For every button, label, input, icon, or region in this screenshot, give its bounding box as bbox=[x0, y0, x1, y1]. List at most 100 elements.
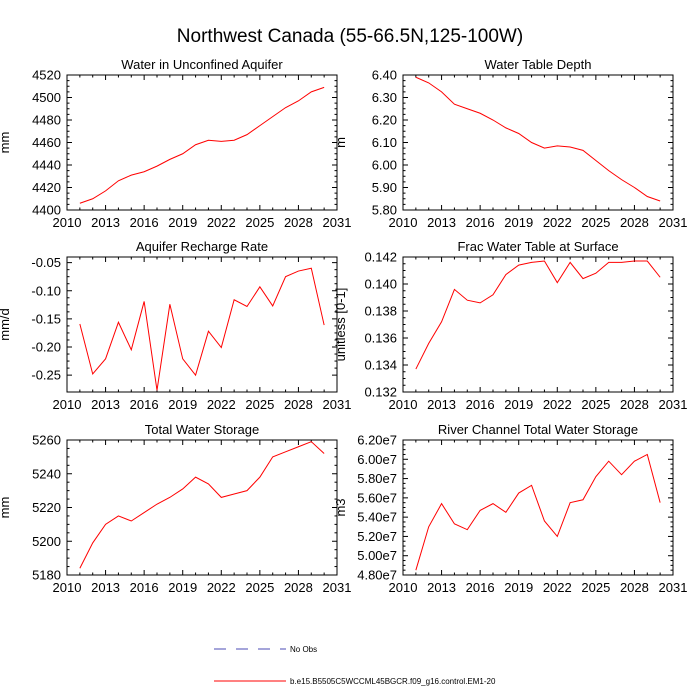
x-tick-label: 2013 bbox=[427, 397, 456, 412]
x-tick-label: 2019 bbox=[504, 397, 533, 412]
y-tick-label: 5240 bbox=[32, 466, 61, 481]
x-tick-label: 2031 bbox=[323, 580, 352, 595]
x-tick-label: 2025 bbox=[245, 580, 274, 595]
y-tick-label: 6.10 bbox=[372, 135, 397, 150]
x-tick-label: 2016 bbox=[130, 215, 159, 230]
x-tick-label: 2013 bbox=[91, 215, 120, 230]
y-tick-label: 6.20e7 bbox=[357, 433, 397, 448]
chart-panel-6: River Channel Total Water Storage m3 2010 2… bbox=[333, 422, 687, 595]
x-tick-label: 2013 bbox=[427, 215, 456, 230]
plot-frame bbox=[402, 74, 674, 211]
y-axis-label: m bbox=[333, 137, 348, 148]
series-line-1 bbox=[415, 76, 661, 202]
x-tick-label: 2016 bbox=[466, 215, 495, 230]
y-tick-label: 4520 bbox=[32, 68, 61, 83]
series-line-1 bbox=[415, 260, 661, 370]
y-tick-label: 5.40e7 bbox=[357, 510, 397, 525]
x-tick-label: 2025 bbox=[245, 215, 274, 230]
plot-frame bbox=[402, 256, 674, 393]
x-tick-label: 2022 bbox=[543, 580, 572, 595]
x-tick-label: 2019 bbox=[168, 580, 197, 595]
x-tick-label: 2028 bbox=[284, 215, 313, 230]
chart-title: River Channel Total Water Storage bbox=[438, 422, 638, 437]
x-tick-label: 2010 bbox=[53, 580, 82, 595]
y-tick-label: 6.40 bbox=[372, 68, 397, 83]
y-tick-label: 4460 bbox=[32, 135, 61, 150]
x-tick-label: 2013 bbox=[427, 580, 456, 595]
y-axis-label: m3 bbox=[333, 498, 348, 516]
x-tick-label: 2028 bbox=[620, 397, 649, 412]
x-tick-label: 2010 bbox=[389, 580, 418, 595]
chart-panel-5: Total Water Storage mm 2010 2013 2016 2019 202… bbox=[0, 422, 351, 595]
y-tick-label: 5.60e7 bbox=[357, 490, 397, 505]
chart-title: Water Table Depth bbox=[485, 57, 592, 72]
series-line-1 bbox=[79, 267, 325, 391]
chart-panel-3: Aquifer Recharge Rate mm/d 2010 2013 2016 201… bbox=[0, 239, 351, 412]
y-tick-label: 6.00 bbox=[372, 158, 397, 173]
y-tick-label: 4400 bbox=[32, 203, 61, 218]
y-tick-label: 4420 bbox=[32, 180, 61, 195]
y-tick-label: 5.20e7 bbox=[357, 529, 397, 544]
y-axis-label: mm bbox=[0, 132, 12, 154]
y-tick-label: 6.20 bbox=[372, 113, 397, 128]
x-tick-label: 2025 bbox=[581, 580, 610, 595]
legend-model-label: b.e15.B5505C5WCCML45BGCR.f09_g16.control… bbox=[290, 677, 496, 686]
series-line-1 bbox=[415, 453, 661, 571]
y-axis-label: unitless [0-1] bbox=[333, 288, 348, 362]
x-tick-label: 2016 bbox=[130, 580, 159, 595]
x-tick-label: 2016 bbox=[466, 580, 495, 595]
x-tick-label: 2025 bbox=[245, 397, 274, 412]
y-tick-label: 0.142 bbox=[364, 250, 397, 265]
y-tick-label: -0.10 bbox=[31, 283, 61, 298]
chart-title: Total Water Storage bbox=[145, 422, 259, 437]
chart-panel-4: Frac Water Table at Surface unitless [0-1… bbox=[333, 239, 687, 412]
chart-title: Water in Unconfined Aquifer bbox=[121, 57, 283, 72]
chart-panel-1: Water in Unconfined Aquifer mm 2010 2013 201… bbox=[0, 57, 351, 230]
y-tick-label: 4440 bbox=[32, 158, 61, 173]
y-tick-label: 4480 bbox=[32, 113, 61, 128]
y-tick-label: 6.30 bbox=[372, 90, 397, 105]
plot-frame bbox=[66, 256, 338, 393]
legend-no-obs-label: No Obs bbox=[290, 645, 317, 654]
plot-frame bbox=[66, 439, 338, 576]
x-tick-label: 2031 bbox=[323, 215, 352, 230]
legend: No Obs b.e15.B5505C5WCCML45BGCR.f09_g16.… bbox=[214, 645, 496, 686]
y-tick-label: 6.00e7 bbox=[357, 452, 397, 467]
x-tick-label: 2031 bbox=[323, 397, 352, 412]
chart-panel-2: Water Table Depth m 2010 2013 2016 2019 2022 20… bbox=[333, 57, 687, 230]
x-tick-label: 2019 bbox=[168, 397, 197, 412]
x-tick-label: 2019 bbox=[504, 215, 533, 230]
chart-panels: Water in Unconfined Aquifer mm 2010 2013 201… bbox=[0, 57, 687, 595]
y-tick-label: 0.138 bbox=[364, 304, 397, 319]
x-tick-label: 2031 bbox=[659, 397, 688, 412]
x-tick-label: 2028 bbox=[284, 397, 313, 412]
y-axis-label: mm/d bbox=[0, 308, 12, 341]
x-tick-label: 2019 bbox=[168, 215, 197, 230]
x-tick-label: 2022 bbox=[543, 215, 572, 230]
series-line-1 bbox=[79, 86, 325, 204]
y-tick-label: -0.25 bbox=[31, 368, 61, 383]
y-tick-label: 0.132 bbox=[364, 385, 397, 400]
x-tick-label: 2010 bbox=[53, 397, 82, 412]
x-tick-label: 2028 bbox=[620, 215, 649, 230]
y-axis-label: mm bbox=[0, 497, 12, 519]
y-tick-label: 4500 bbox=[32, 90, 61, 105]
y-tick-label: -0.20 bbox=[31, 340, 61, 355]
x-tick-label: 2010 bbox=[53, 215, 82, 230]
y-tick-label: 5200 bbox=[32, 534, 61, 549]
x-tick-label: 2010 bbox=[389, 215, 418, 230]
x-tick-label: 2031 bbox=[659, 580, 688, 595]
x-tick-label: 2025 bbox=[581, 215, 610, 230]
y-tick-label: 5.90 bbox=[372, 180, 397, 195]
x-tick-label: 2013 bbox=[91, 397, 120, 412]
x-tick-label: 2022 bbox=[207, 580, 236, 595]
x-tick-label: 2022 bbox=[543, 397, 572, 412]
x-tick-label: 2028 bbox=[284, 580, 313, 595]
y-tick-label: 5.80 bbox=[372, 203, 397, 218]
y-tick-label: 5220 bbox=[32, 500, 61, 515]
y-tick-label: 5180 bbox=[32, 568, 61, 583]
x-tick-label: 2016 bbox=[130, 397, 159, 412]
x-tick-label: 2031 bbox=[659, 215, 688, 230]
x-tick-label: 2013 bbox=[91, 580, 120, 595]
